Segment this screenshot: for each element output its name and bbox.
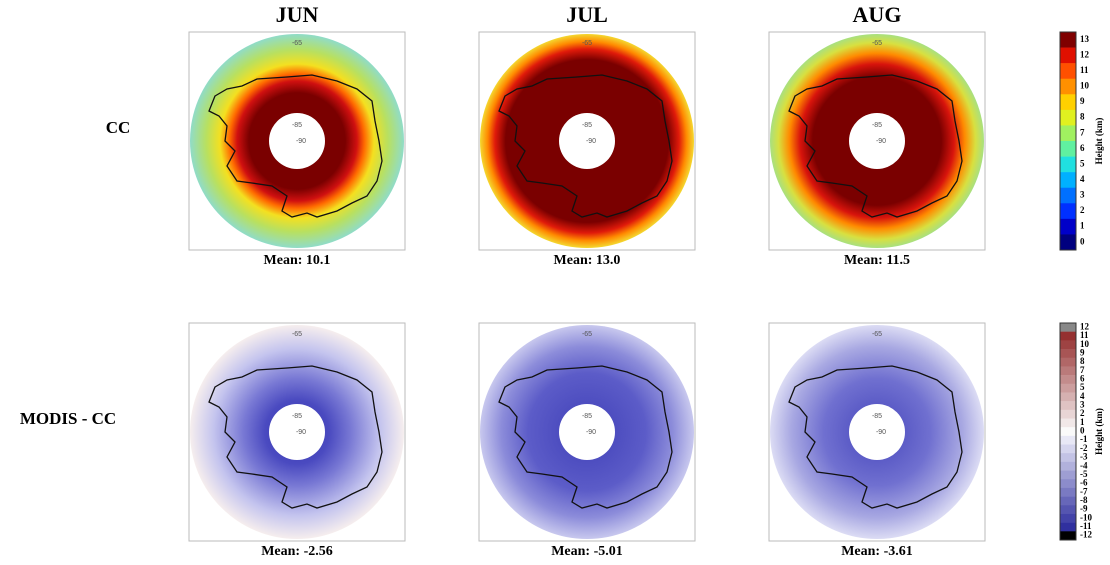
colorbar-segment	[1060, 462, 1076, 471]
colorbar-segment	[1060, 436, 1076, 445]
colorbar-tick-label: 0	[1080, 236, 1085, 246]
colorbar-segment	[1060, 531, 1076, 540]
colorbar-segment	[1060, 392, 1076, 401]
map-label: -85	[582, 122, 592, 129]
colorbar-segment	[1060, 48, 1076, 64]
colorbar-tick-label: 1	[1080, 221, 1085, 231]
map-label: -65	[582, 331, 592, 338]
colorbar-tick-label: 9	[1080, 96, 1085, 106]
colorbar-segment	[1060, 110, 1076, 126]
colorbar-segment	[1060, 32, 1076, 48]
colorbar-segment	[1060, 172, 1076, 188]
colorbar-title: Height (km)	[1094, 118, 1104, 165]
colorbar-segment	[1060, 94, 1076, 110]
colorbar-segment	[1060, 375, 1076, 384]
colorbar-segment	[1060, 514, 1076, 523]
mean-label: Mean: -5.01	[551, 544, 623, 559]
map-label: -65	[582, 40, 592, 47]
colorbar-tick-label: 6	[1080, 143, 1085, 153]
colorbar-tick-label: 11	[1080, 65, 1089, 75]
colorbar-tick-label: 13	[1080, 34, 1090, 44]
colorbar-segment	[1060, 349, 1076, 358]
colorbar-segment	[1060, 358, 1076, 367]
map-label: -90	[876, 429, 886, 436]
colorbar-segment	[1060, 219, 1076, 235]
map-label: -85	[292, 413, 302, 420]
colorbar-tick-label: 3	[1080, 190, 1085, 200]
colorbar-title: Height (km)	[1094, 408, 1104, 455]
map-label: -85	[582, 413, 592, 420]
map-label: -85	[292, 122, 302, 129]
colorbar-segment	[1060, 188, 1076, 204]
colorbar-tick-label: 4	[1080, 174, 1085, 184]
map-label: -65	[872, 40, 882, 47]
colorbar-segment	[1060, 323, 1076, 332]
colorbar-tick-label: -12	[1080, 530, 1092, 540]
map-label: -90	[586, 429, 596, 436]
map-label: -65	[292, 331, 302, 338]
map-label: -65	[292, 40, 302, 47]
mean-label: Mean: -3.61	[841, 544, 913, 559]
colorbar-segment	[1060, 141, 1076, 157]
colorbar-segment	[1060, 523, 1076, 532]
colorbar-tick-label: 8	[1080, 112, 1085, 122]
map-label: -65	[872, 331, 882, 338]
colorbar-segment	[1060, 410, 1076, 419]
colorbar-segment	[1060, 203, 1076, 219]
map-label: -90	[586, 138, 596, 145]
colorbar-segment	[1060, 505, 1076, 514]
colorbar-tick-label: 5	[1080, 158, 1085, 168]
map-label: -85	[872, 413, 882, 420]
colorbar-segment	[1060, 453, 1076, 462]
mean-label: Mean: 11.5	[844, 253, 910, 268]
colorbar-tick-label: 2	[1080, 205, 1085, 215]
colorbar-segment	[1060, 488, 1076, 497]
column-title: AUG	[853, 2, 902, 27]
mean-label: Mean: 13.0	[554, 253, 621, 268]
colorbar-segment	[1060, 471, 1076, 480]
colorbar-segment	[1060, 157, 1076, 173]
row-label: MODIS - CC	[20, 409, 116, 428]
colorbar-tick-label: 12	[1080, 49, 1090, 59]
colorbar-segment	[1060, 418, 1076, 427]
colorbar-segment	[1060, 340, 1076, 349]
colorbar-segment	[1060, 445, 1076, 454]
row-label: CC	[106, 118, 131, 137]
map-label: -90	[296, 138, 306, 145]
colorbar-segment	[1060, 332, 1076, 341]
map-label: -90	[876, 138, 886, 145]
colorbar-segment	[1060, 234, 1076, 250]
colorbar-segment	[1060, 384, 1076, 393]
column-title: JUN	[276, 2, 319, 27]
column-title: JUL	[566, 2, 608, 27]
map-label: -85	[872, 122, 882, 129]
colorbar-tick-label: 7	[1080, 127, 1085, 137]
mean-label: Mean: 10.1	[264, 253, 331, 268]
colorbar-segment	[1060, 401, 1076, 410]
colorbar-segment	[1060, 497, 1076, 506]
colorbar-tick-label: 10	[1080, 81, 1090, 91]
colorbar-segment	[1060, 63, 1076, 79]
colorbar-segment	[1060, 125, 1076, 141]
mean-label: Mean: -2.56	[261, 544, 333, 559]
colorbar-segment	[1060, 79, 1076, 95]
figure: JUN JUL AUG CC MODIS - CC -65 -85 -90 Mean:…	[0, 0, 1110, 560]
colorbar-segment	[1060, 427, 1076, 436]
map-label: -90	[296, 429, 306, 436]
colorbar-segment	[1060, 366, 1076, 375]
colorbar-segment	[1060, 479, 1076, 488]
